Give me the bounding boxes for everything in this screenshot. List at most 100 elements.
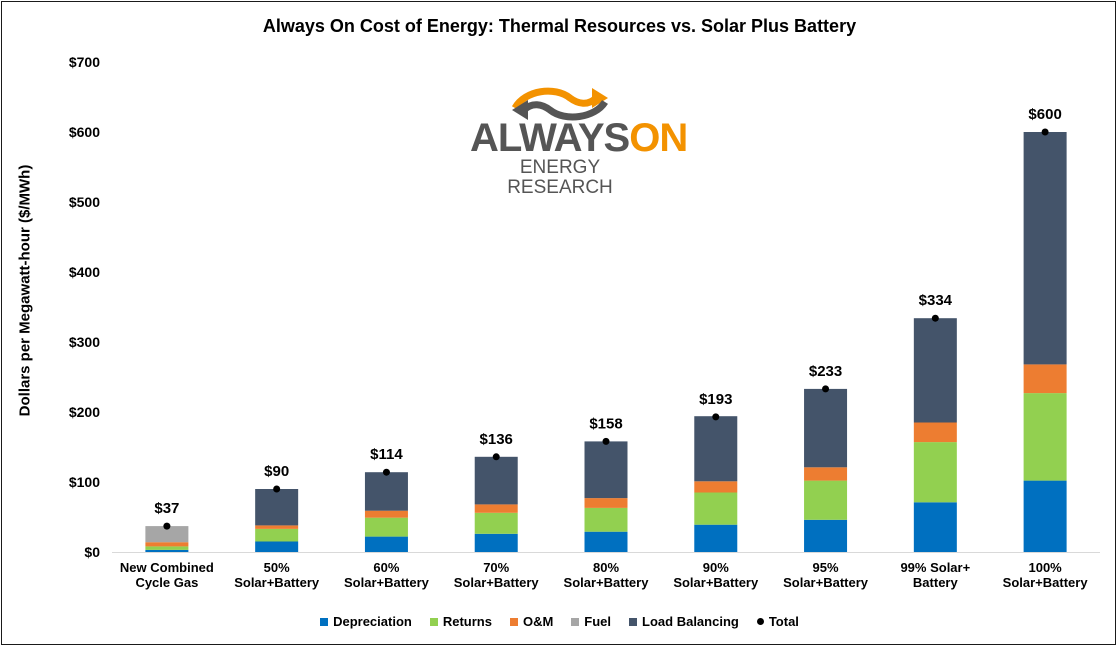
bar-segment-load-balancing xyxy=(584,441,628,499)
bar-segment-load-balancing xyxy=(364,472,408,511)
total-marker xyxy=(382,468,390,476)
bar-segment-o-m xyxy=(474,504,518,513)
total-marker xyxy=(1041,128,1049,136)
x-category-label: 60% xyxy=(373,560,399,575)
legend-label: Depreciation xyxy=(333,614,412,629)
bar-segment-depreciation xyxy=(694,524,738,552)
y-tick-label: $100 xyxy=(69,474,100,490)
bar-segment-depreciation xyxy=(913,502,957,552)
y-tick-label: $200 xyxy=(69,404,100,420)
bar-segment-depreciation xyxy=(145,549,189,552)
bar-segment-depreciation xyxy=(255,541,299,552)
legend-swatch xyxy=(320,617,329,626)
y-tick-label: $700 xyxy=(69,54,100,70)
x-category-label: 90% xyxy=(703,560,729,575)
legend-item-load-balancing: Load Balancing xyxy=(629,614,739,629)
x-category-label: 70% xyxy=(483,560,509,575)
bar-segment-returns xyxy=(364,517,408,537)
total-data-label: $600 xyxy=(1028,106,1061,123)
total-marker xyxy=(822,385,830,393)
x-category-label: Solar+Battery xyxy=(1003,575,1089,590)
bar-segment-returns xyxy=(255,528,299,542)
bar-segment-returns xyxy=(584,507,628,532)
bar-segment-o-m xyxy=(255,525,299,529)
bar-segment-load-balancing xyxy=(474,456,518,505)
total-data-label: $193 xyxy=(699,391,732,408)
bar-segment-o-m xyxy=(1023,364,1067,394)
total-marker xyxy=(712,413,720,421)
logo-subtitle: ENERGY RESEARCH xyxy=(507,157,613,198)
x-category-label: 99% Solar+ xyxy=(900,560,970,575)
bar-segment-returns xyxy=(145,546,189,550)
legend-swatch xyxy=(571,617,580,626)
x-category-label: New Combined xyxy=(120,560,214,575)
legend-item-o-m: O&M xyxy=(509,614,554,629)
x-category-label: 50% xyxy=(264,560,290,575)
bar-segment-o-m xyxy=(804,467,848,481)
chart-title: Always On Cost of Energy: Thermal Resour… xyxy=(262,16,857,36)
legend-label: Load Balancing xyxy=(642,614,739,629)
legend-label: Total xyxy=(768,614,799,629)
total-marker xyxy=(492,453,500,461)
bar-segment-depreciation xyxy=(584,531,628,552)
bar-segment-depreciation xyxy=(1023,480,1067,552)
total-data-label: $37 xyxy=(154,500,179,517)
x-category-label: Solar+Battery xyxy=(564,575,650,590)
legend-dot-icon xyxy=(756,618,764,625)
bar-segment-o-m xyxy=(364,510,408,518)
y-tick-label: $400 xyxy=(69,264,100,280)
bar-segment-depreciation xyxy=(474,533,518,552)
chart-legend: Depreciation Returns O&M Fuel Load Balancing… xyxy=(0,614,1119,629)
legend-swatch xyxy=(429,617,438,626)
always-on-logo: ALWAYSON ENERGY RESEARCH xyxy=(470,84,688,198)
legend-label: Fuel xyxy=(584,614,612,629)
total-marker xyxy=(163,522,171,530)
bar-segment-returns xyxy=(1023,393,1067,481)
x-category-label: 95% xyxy=(813,560,839,575)
total-data-label: $114 xyxy=(370,446,403,463)
bar-segment-returns xyxy=(804,480,848,520)
total-data-label: $90 xyxy=(264,463,289,480)
logo-wordmark: ALWAYSON xyxy=(470,116,688,160)
legend-item-fuel: Fuel xyxy=(571,614,611,629)
y-tick-label: $0 xyxy=(84,544,100,560)
total-marker xyxy=(602,437,610,445)
legend-label: O&M xyxy=(522,614,554,629)
bar-segment-returns xyxy=(474,512,518,534)
legend-item-total: Total xyxy=(756,614,799,629)
y-tick-label: $600 xyxy=(69,124,100,140)
total-marker xyxy=(931,314,939,322)
y-tick-label: $300 xyxy=(69,334,100,350)
legend-label: Returns xyxy=(442,614,492,629)
logo-word-always: ALWAYS xyxy=(470,116,630,160)
bar-segment-load-balancing xyxy=(1023,132,1067,365)
x-category-label: Solar+Battery xyxy=(783,575,869,590)
bar-segment-load-balancing xyxy=(913,318,957,423)
total-data-label: $158 xyxy=(589,415,622,432)
bar-segment-load-balancing xyxy=(255,489,299,526)
legend-item-depreciation: Depreciation xyxy=(320,614,412,629)
bar-segment-load-balancing xyxy=(804,388,848,468)
bar-segment-returns xyxy=(694,492,738,525)
bar-segment-o-m xyxy=(913,422,957,443)
total-data-label: $233 xyxy=(809,363,842,380)
total-marker xyxy=(273,485,281,493)
x-category-label: Cycle Gas xyxy=(135,575,198,590)
logo-arrows-icon xyxy=(511,87,608,121)
x-category-label: 80% xyxy=(593,560,619,575)
bar-segment-o-m xyxy=(584,498,628,508)
bar-segment-load-balancing xyxy=(694,416,738,482)
legend-swatch xyxy=(509,617,518,626)
bar-segment-depreciation xyxy=(364,536,408,552)
legend-swatch xyxy=(629,617,638,626)
x-category-label: Solar+Battery xyxy=(344,575,430,590)
total-data-label: $136 xyxy=(480,431,513,448)
y-tick-label: $500 xyxy=(69,194,100,210)
total-data-label: $334 xyxy=(919,292,953,309)
x-category-label: Solar+Battery xyxy=(673,575,759,590)
bar-segment-returns xyxy=(913,442,957,503)
bar-segment-o-m xyxy=(145,542,189,547)
x-category-label: Battery xyxy=(913,575,959,590)
logo-word-on: ON xyxy=(629,116,688,160)
